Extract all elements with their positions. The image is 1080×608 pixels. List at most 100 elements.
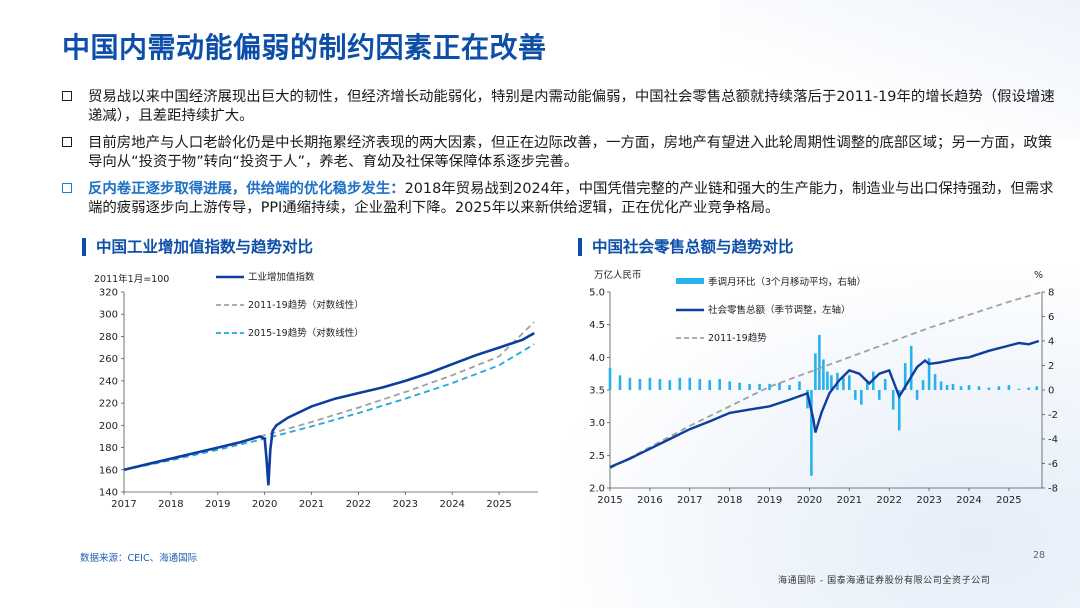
x-tick-label: 2021 [299,499,324,510]
bar [1017,388,1021,390]
bar [915,390,919,400]
left-tick-label: 2.5 [589,451,605,462]
bar [891,390,895,410]
x-tick-label: 2017 [111,499,136,510]
bar [806,390,809,409]
series-line [123,321,535,471]
left-tick-label: 2.0 [589,484,605,495]
x-tick-label: 2019 [757,495,782,506]
x-tick-label: 2025 [996,495,1021,506]
bar [866,380,869,390]
bar [738,382,741,390]
bar [987,387,991,390]
bar [748,383,751,390]
left-tick-label: 3.5 [589,386,605,397]
legend-label: 社会零售总额（季节调整，左轴） [708,304,851,316]
bar [778,382,781,390]
y-tick-label: 300 [99,310,118,321]
left-tick-label: 4.5 [589,320,605,331]
bar [945,385,949,390]
checkbox-bullet-icon [62,91,72,101]
right-tick-label: 8 [1048,288,1054,299]
bar [897,390,901,431]
bullet-lead: 反内卷正逐步取得进展，供给端的优化稳步发生： [88,181,405,197]
y-tick-label: 260 [99,354,118,365]
y-tick-label: 200 [99,421,118,432]
right-tick-label: -2 [1048,410,1058,421]
bar [818,334,821,390]
x-tick-label: 2017 [677,495,702,506]
bullet-text: 2018年贸易战到2024年，中国凭借完整的产业链和强大的生产能力，制造业与出口… [88,181,1054,216]
bar [668,380,672,390]
x-tick-label: 2023 [916,495,941,506]
series-line [609,339,1040,469]
chart-title-industrial: 中国工业增加值指数与趋势对比 [82,238,313,256]
x-tick-label: 2020 [252,499,277,510]
legend-label: 工业增加值指数 [248,271,315,283]
y-tick-label: 220 [99,399,118,410]
bar [608,367,612,390]
right-axis-unit-label: % [1034,270,1043,281]
y-tick-label: 180 [99,443,118,454]
bar [638,379,642,390]
x-tick-label: 2022 [346,499,371,510]
x-tick-label: 2018 [158,499,183,510]
bar [927,358,931,390]
y-tick-label: 240 [99,376,118,387]
legend-label: 2015-19趋势（对数线性） [248,327,364,339]
bar [967,385,971,390]
bar [798,381,801,390]
x-tick-label: 2020 [797,495,822,506]
bar [860,390,863,405]
right-tick-label: 4 [1048,337,1054,348]
bar [728,381,731,390]
bullet-text: 目前房地产与人口老龄化仍是中长期拖累经济表现的两大因素，但正在边际改善，一方面，… [88,135,1053,170]
page-title: 中国内需动能偏弱的制约因素正在改善 [62,31,547,64]
left-tick-label: 5.0 [589,288,605,299]
y-tick-label: 320 [99,288,118,299]
bullet-item: 贸易战以来中国经济展现出巨大的韧性，但经济增长动能弱化，特别是内需动能偏弱，中国… [62,88,1062,126]
bar [977,386,981,390]
bar [788,385,791,390]
bar [997,386,1001,390]
right-tick-label: -6 [1048,459,1058,470]
x-tick-label: 2019 [205,499,230,510]
left-axis-unit-label: 万亿人民币 [594,269,642,281]
right-tick-label: -4 [1048,435,1058,446]
bar [618,375,622,390]
x-tick-label: 2023 [393,499,418,510]
right-tick-label: -8 [1048,484,1058,495]
chart-title-retail: 中国社会零售总额与趋势对比 [578,238,794,256]
bar [814,353,817,391]
bullet-list: 贸易战以来中国经济展现出巨大的韧性，但经济增长动能弱化，特别是内需动能偏弱，中国… [62,88,1062,226]
x-tick-label: 2016 [637,495,662,506]
bar [688,377,692,391]
y-tick-label: 140 [99,488,118,499]
x-tick-label: 2018 [717,495,742,506]
bar [768,383,771,390]
y-tick-label: 280 [99,332,118,343]
checkbox-bullet-icon [62,137,72,147]
bar [842,377,845,391]
bar [939,381,943,390]
x-tick-label: 2021 [837,495,862,506]
footer-company: 海通国际 - 国泰海通证券股份有限公司全资子公司 [778,576,991,586]
bar [678,377,682,391]
bar [830,375,833,390]
x-tick-label: 2024 [956,495,981,506]
bar [959,386,963,390]
series-line [609,291,1043,470]
bar [854,390,857,400]
bar [698,379,702,390]
x-tick-label: 2015 [597,495,622,506]
bar [848,375,851,390]
bar [822,359,825,390]
legend-label: 季调月环比（3个月移动平均，右轴） [708,276,866,288]
bullet-text: 贸易战以来中国经济展现出巨大的韧性，但经济增长动能弱化，特别是内需动能偏弱，中国… [88,89,1055,124]
bar [1035,386,1039,390]
left-tick-label: 4.0 [589,353,605,364]
bullet-item: 目前房地产与人口老龄化仍是中长期拖累经济表现的两大因素，但正在边际改善，一方面，… [62,134,1062,172]
series-line [123,343,535,471]
bar [909,345,913,390]
x-tick-label: 2025 [486,499,511,510]
